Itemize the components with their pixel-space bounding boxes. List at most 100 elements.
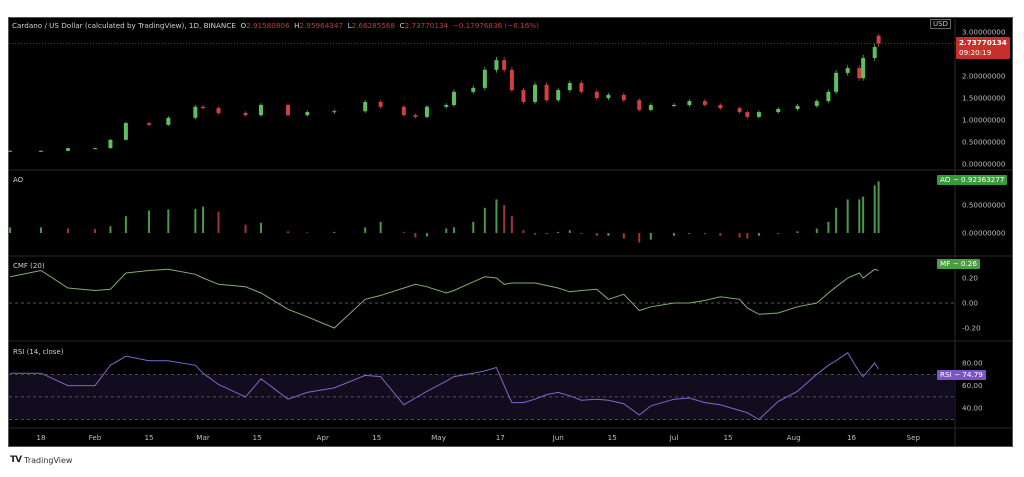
candle-body[interactable] xyxy=(579,83,584,92)
candle-body[interactable] xyxy=(305,112,310,116)
ao-bar[interactable] xyxy=(815,228,818,233)
ao-bar[interactable] xyxy=(777,233,780,234)
candle-body[interactable] xyxy=(38,150,43,152)
candle-body[interactable] xyxy=(424,106,429,117)
ao-bar[interactable] xyxy=(66,228,69,233)
candle-body[interactable] xyxy=(737,108,742,113)
ao-bar[interactable] xyxy=(425,233,428,237)
ao-bar[interactable] xyxy=(688,233,691,234)
ao-bar[interactable] xyxy=(9,227,12,233)
candle-body[interactable] xyxy=(857,68,862,79)
ao-bar[interactable] xyxy=(495,199,498,233)
ao-bar[interactable] xyxy=(568,230,571,233)
ao-bar[interactable] xyxy=(445,228,448,233)
candle-body[interactable] xyxy=(687,101,692,106)
ao-bar[interactable] xyxy=(306,232,309,234)
ao-bar[interactable] xyxy=(94,229,96,233)
ao-bar[interactable] xyxy=(379,221,382,233)
candle-body[interactable] xyxy=(216,108,221,113)
tradingview-watermark[interactable]: TV TradingView xyxy=(10,455,72,465)
cmf-line[interactable] xyxy=(10,268,879,329)
candle-body[interactable] xyxy=(482,69,487,88)
ao-bar[interactable] xyxy=(580,233,583,235)
ao-bar[interactable] xyxy=(167,209,170,233)
ao-bar[interactable] xyxy=(364,227,367,233)
ao-bar[interactable] xyxy=(414,233,417,238)
ao-bar[interactable] xyxy=(858,199,861,233)
candle-body[interactable] xyxy=(556,90,561,101)
ao-bar[interactable] xyxy=(827,221,830,233)
ao-bar[interactable] xyxy=(673,233,675,236)
candle-body[interactable] xyxy=(108,139,113,149)
candle-body[interactable] xyxy=(332,111,337,113)
candle-body[interactable] xyxy=(637,100,642,110)
ao-bar[interactable] xyxy=(510,216,513,233)
candle-body[interactable] xyxy=(502,60,507,70)
ao-bar[interactable] xyxy=(862,196,865,233)
ao-bar[interactable] xyxy=(607,233,610,236)
ao-bar[interactable] xyxy=(545,233,548,234)
candle-body[interactable] xyxy=(444,105,449,107)
candle-body[interactable] xyxy=(201,106,206,109)
candle-body[interactable] xyxy=(451,91,456,106)
candle-body[interactable] xyxy=(756,112,761,117)
ao-bar[interactable] xyxy=(703,233,706,235)
candle-body[interactable] xyxy=(776,109,781,113)
candle-body[interactable] xyxy=(745,112,750,117)
ao-bar[interactable] xyxy=(194,208,197,233)
ao-bar[interactable] xyxy=(217,211,220,233)
candle-body[interactable] xyxy=(471,87,476,92)
candle-body[interactable] xyxy=(258,105,263,116)
candle-body[interactable] xyxy=(544,84,549,101)
candle-body[interactable] xyxy=(401,106,406,116)
ao-bar[interactable] xyxy=(287,231,289,233)
candle-body[interactable] xyxy=(521,90,526,102)
ao-bar[interactable] xyxy=(124,216,127,233)
ao-bar[interactable] xyxy=(534,233,537,235)
candle-body[interactable] xyxy=(123,123,128,140)
candle-body[interactable] xyxy=(494,60,499,70)
ao-bar[interactable] xyxy=(503,205,506,233)
currency-label[interactable]: USD xyxy=(930,19,951,29)
candle-body[interactable] xyxy=(718,105,723,109)
candle-body[interactable] xyxy=(65,148,70,151)
candle-body[interactable] xyxy=(243,112,248,116)
candle-body[interactable] xyxy=(834,72,839,92)
ao-bar[interactable] xyxy=(757,233,760,236)
candle-body[interactable] xyxy=(378,101,383,107)
ao-bar[interactable] xyxy=(259,222,262,233)
rsi-line[interactable] xyxy=(10,352,880,421)
candle-body[interactable] xyxy=(594,91,599,98)
ao-bar[interactable] xyxy=(873,185,876,233)
candle-body[interactable] xyxy=(621,94,626,101)
ao-bar[interactable] xyxy=(244,224,247,233)
ao-bar[interactable] xyxy=(846,199,849,233)
ao-bar[interactable] xyxy=(557,231,560,233)
ao-bar[interactable] xyxy=(638,233,641,243)
candle-body[interactable] xyxy=(509,69,514,91)
candle-body[interactable] xyxy=(814,101,819,106)
ao-bar[interactable] xyxy=(39,227,42,233)
ao-bar[interactable] xyxy=(452,227,455,233)
candle-body[interactable] xyxy=(147,123,152,125)
ao-bar[interactable] xyxy=(402,231,405,233)
candle-body[interactable] xyxy=(648,105,653,110)
candle-body[interactable] xyxy=(845,68,850,73)
ao-bar[interactable] xyxy=(522,230,525,233)
candle-body[interactable] xyxy=(702,101,707,106)
candle-body[interactable] xyxy=(93,148,97,150)
ao-bar[interactable] xyxy=(796,231,799,233)
candle-body[interactable] xyxy=(795,105,800,109)
ao-bar[interactable] xyxy=(738,233,741,238)
candle-body[interactable] xyxy=(533,84,538,102)
ao-bar[interactable] xyxy=(746,233,749,239)
ao-bar[interactable] xyxy=(202,206,205,233)
ao-bar[interactable] xyxy=(472,221,475,233)
ao-bar[interactable] xyxy=(622,233,625,239)
candle-body[interactable] xyxy=(166,117,171,125)
ao-bar[interactable] xyxy=(649,233,652,240)
ao-bar[interactable] xyxy=(333,231,336,233)
candle-body[interactable] xyxy=(8,150,13,152)
candle-body[interactable] xyxy=(413,115,418,117)
